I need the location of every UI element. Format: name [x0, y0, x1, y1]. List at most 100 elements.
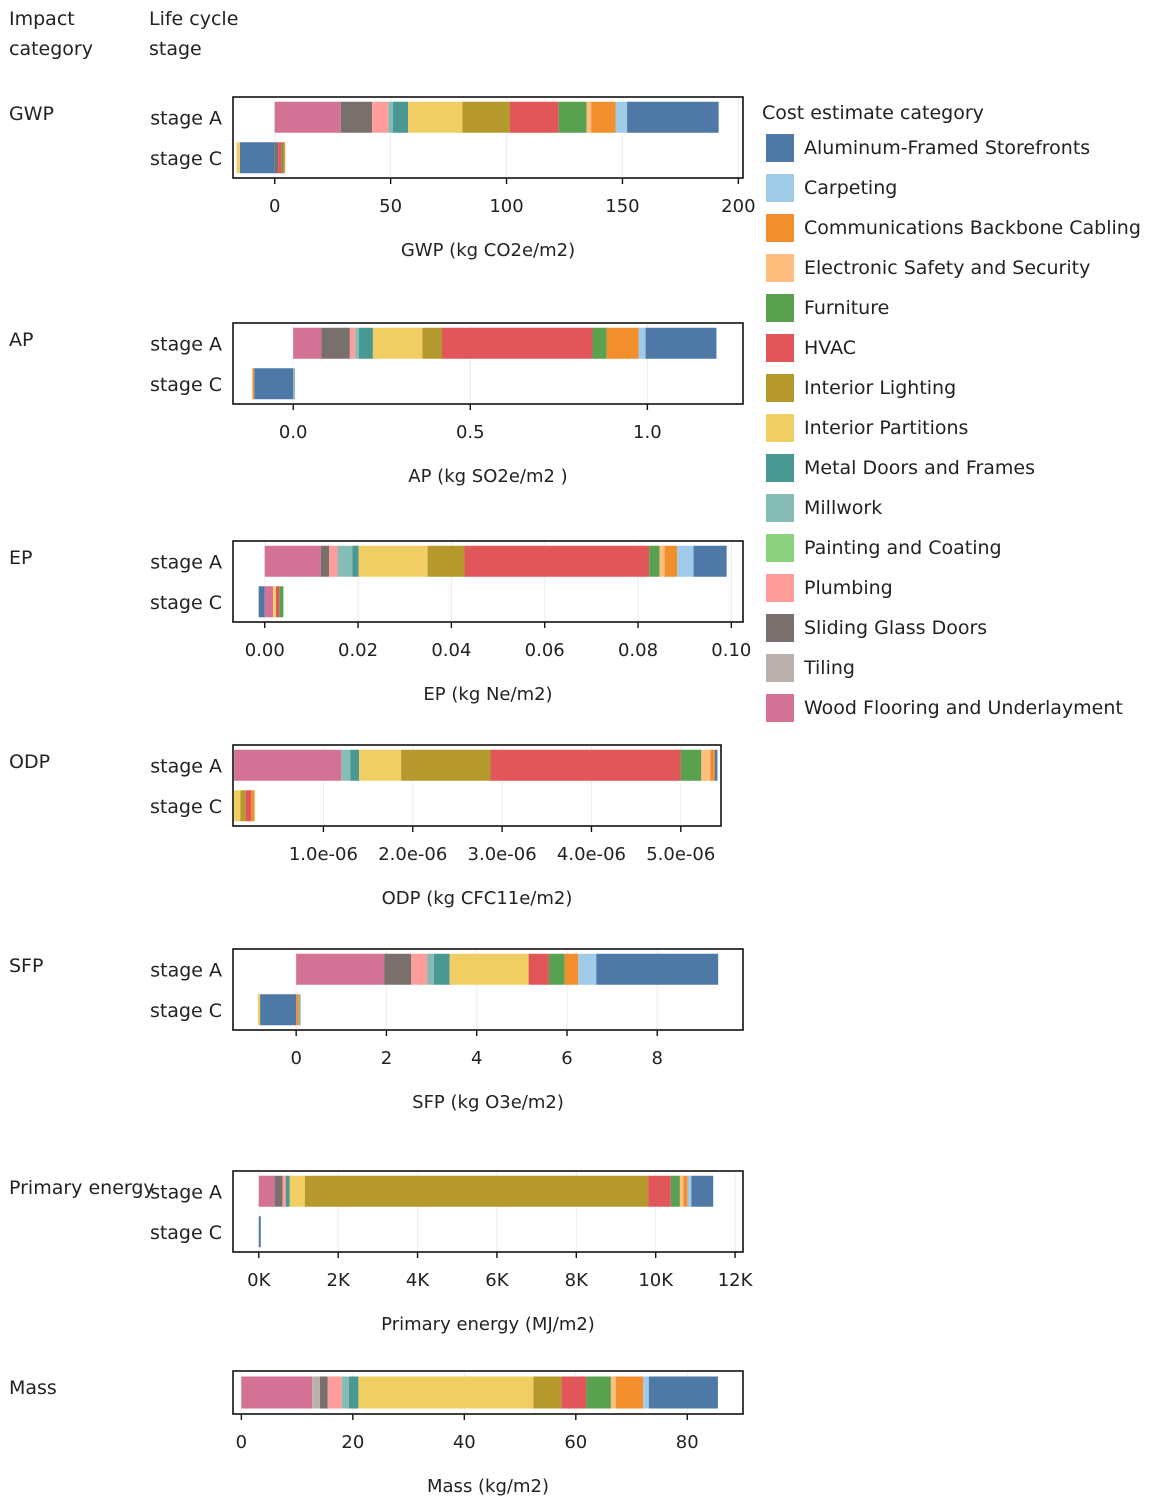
bar-segment-interior-lighting	[427, 545, 465, 577]
bar-segment-aluminum-framed-storefronts	[648, 1376, 718, 1409]
tick-label: 4.0e-06	[557, 844, 626, 865]
stage-label: stage C	[150, 592, 222, 614]
bar-segment-communications-backbone-cabling	[252, 368, 255, 400]
bar-segment-aluminum-framed-storefronts	[260, 994, 297, 1026]
legend-swatch	[766, 174, 794, 202]
tick-label: 80	[676, 1432, 699, 1453]
tick-label: 6K	[485, 1270, 509, 1291]
bar-segment-aluminum-framed-storefronts	[645, 327, 717, 359]
legend-item: Carpeting	[762, 174, 984, 214]
bar-segment-carpeting	[578, 953, 597, 985]
bar-segment-communications-backbone-cabling	[664, 545, 678, 577]
bar-segment-metal-doors-and-frames	[433, 953, 450, 985]
impact-category-label: AP	[9, 329, 33, 351]
legend-label: Interior Partitions	[804, 417, 969, 439]
legend-label: Metal Doors and Frames	[804, 457, 1036, 479]
plot-frame	[232, 1170, 744, 1253]
bar-segment-aluminum-framed-storefronts	[627, 101, 719, 133]
tick-label: 0.0	[279, 422, 308, 443]
bar-segment-hvac	[245, 790, 252, 822]
bar-segment-tiling	[312, 1376, 320, 1409]
chart-panel-sfp: SFP stage A stage C 0 2 4 6 8 SFP (kg O3e/m2)	[9, 948, 744, 1113]
impact-category-label: EP	[9, 547, 32, 569]
bar-segment-millwork	[427, 953, 434, 985]
legend-swatch	[766, 214, 794, 242]
chart-panel-ep: EP stage A stage C 0.00 0.02 0.04 0.06 0.08 0.10…	[9, 540, 751, 705]
impact-category-label: GWP	[9, 103, 54, 125]
legend-label: HVAC	[804, 337, 856, 359]
bar-segment-communications-backbone-cabling	[564, 953, 579, 985]
bar-segment-furniture	[281, 142, 284, 174]
bar-segment-interior-partitions	[236, 142, 240, 174]
legend-swatch	[766, 614, 794, 642]
bar-segment-hvac	[528, 953, 549, 985]
stage-label: stage A	[150, 1181, 222, 1203]
chart-panel-ap: AP stage A stage C 0.0 0.5 1.0 AP (kg SO2e/m2 …	[9, 322, 744, 487]
tick-label: 8K	[565, 1270, 589, 1291]
bar-segment-sliding-glass-doors	[340, 101, 373, 133]
legend-item: Plumbing	[762, 574, 984, 614]
bar-segment-furniture	[548, 953, 565, 985]
bar-segment-sliding-glass-doors	[274, 1175, 283, 1207]
bar-segment-millwork	[293, 368, 295, 400]
header-line: category	[9, 38, 93, 60]
impact-category-label: Primary energy	[9, 1177, 155, 1199]
legend-item: Electronic Safety and Security	[762, 254, 1090, 294]
bar-segment-communications-backbone-cabling	[251, 790, 255, 822]
legend-label: Furniture	[804, 297, 890, 319]
bar-segment-interior-partitions	[372, 327, 423, 359]
bar-segment-furniture	[680, 749, 702, 781]
bar-segment-furniture	[586, 1376, 611, 1409]
bar-segment-metal-doors-and-frames	[392, 101, 409, 133]
legend-item: Wood Flooring and Underlayment	[762, 694, 1123, 734]
bar-segment-aluminum-framed-storefronts	[258, 1216, 261, 1248]
bar-segment-interior-partitions	[358, 545, 428, 577]
legend-items: Aluminum-Framed Storefronts Carpeting Comm…	[762, 134, 1141, 734]
legend-label: Tiling	[804, 657, 855, 679]
stage-label: stage A	[150, 107, 222, 129]
legend-item: Metal Doors and Frames	[762, 454, 1035, 494]
bar-segment-hvac	[464, 545, 650, 577]
bar-segment-furniture	[670, 1175, 680, 1207]
tick-label: 0	[236, 1432, 247, 1453]
tick-label: 0.00	[245, 640, 285, 661]
bar-segment-wood-flooring-and-underlayment	[258, 1175, 275, 1207]
legend-item: Millwork	[762, 494, 984, 534]
tick-label: 0.08	[618, 640, 658, 661]
header-line: Impact	[9, 8, 75, 30]
bar-segment-hvac	[275, 586, 280, 618]
legend-item: Interior Lighting	[762, 374, 984, 414]
legend-label: Interior Lighting	[804, 377, 957, 399]
bar-segment-carpeting	[687, 1175, 692, 1207]
plot-frame	[232, 948, 744, 1031]
axis-title: GWP (kg CO2e/m2)	[401, 240, 575, 261]
tick-label: 60	[564, 1432, 587, 1453]
bar-segment-electronic-safety-and-security	[679, 1175, 684, 1207]
axis-title: SFP (kg O3e/m2)	[412, 1092, 564, 1113]
legend-swatch	[766, 294, 794, 322]
bar-segment-aluminum-framed-storefronts	[596, 953, 719, 985]
bar-segment-interior-partitions	[359, 749, 402, 781]
tick-label: 0.5	[456, 422, 485, 443]
bar-segment-communications-backbone-cabling	[615, 1376, 644, 1409]
bar-segment-interior-partitions	[257, 994, 261, 1026]
impact-category-label: Mass	[9, 1377, 57, 1399]
legend-swatch	[766, 134, 794, 162]
chart-panel-mass: Mass 0 20 40 60 80 Mass (kg/m2)	[9, 1370, 744, 1496]
bar-segment-interior-lighting	[462, 101, 511, 133]
legend-label: Millwork	[804, 497, 883, 519]
bar-segment-furniture	[558, 101, 587, 133]
tick-label: 50	[379, 196, 402, 217]
legend-item: Aluminum-Framed Storefronts	[762, 134, 1090, 174]
stage-label: stage A	[150, 551, 222, 573]
impact-category-header: Impact category	[9, 4, 93, 64]
tick-label: 100	[489, 196, 523, 217]
bar-segment-hvac	[648, 1175, 671, 1207]
tick-label: 12K	[718, 1270, 754, 1291]
bar-segment-wood-flooring-and-underlayment	[234, 749, 342, 781]
life-cycle-stage-header: Life cycle stage	[149, 4, 238, 64]
tick-label: 0.06	[525, 640, 565, 661]
tick-label: 0	[290, 1048, 301, 1069]
axis-title: AP (kg SO2e/m2 )	[408, 466, 567, 487]
